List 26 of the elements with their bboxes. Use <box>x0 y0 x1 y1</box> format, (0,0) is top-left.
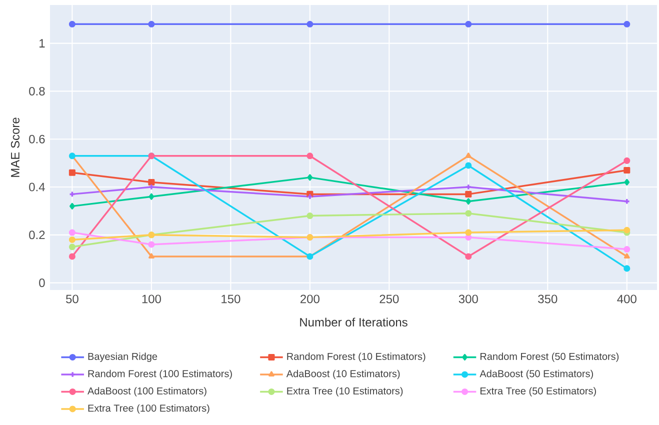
x-tick-label: 300 <box>458 294 478 304</box>
legend-label: AdaBoost (10 Estimators) <box>286 370 400 380</box>
x-tick-label: 50 <box>66 294 78 304</box>
legend-label: Random Forest (10 Estimators) <box>287 352 426 362</box>
y-tick-label: 0.6 <box>29 134 45 144</box>
x-tick-label: 150 <box>222 294 240 304</box>
y-tick-label: 0.2 <box>29 230 45 240</box>
y-tick-label: 0.4 <box>29 182 45 192</box>
legend-label: AdaBoost (50 Estimators) <box>480 370 593 380</box>
y-tick-label: 0 <box>39 278 45 288</box>
x-tick-label: 100 <box>142 294 161 304</box>
legend-label: Extra Tree (50 Estimators) <box>480 387 596 396</box>
legend-label: Extra Tree (100 Estimators) <box>88 404 210 414</box>
y-tick-label: 0.8 <box>29 86 45 96</box>
legend-label: Random Forest (50 Estimators) <box>480 352 619 362</box>
x-tick-label: 200 <box>300 294 320 304</box>
legend-label: Bayesian Ridge <box>88 352 158 362</box>
legend-label: Extra Tree (10 Estimators) <box>287 387 403 396</box>
x-tick-label: 350 <box>538 294 558 304</box>
x-axis-title: Number of Iterations <box>300 318 408 327</box>
y-tick-label: 1 <box>40 39 45 48</box>
legend-label: AdaBoost (100 Estimators) <box>88 387 206 396</box>
legend-label: Random Forest (100 Estimators) <box>88 370 232 380</box>
x-tick-label: 250 <box>380 294 399 304</box>
y-axis-title: MAE Score <box>10 118 20 177</box>
x-tick-label: 400 <box>617 294 636 304</box>
